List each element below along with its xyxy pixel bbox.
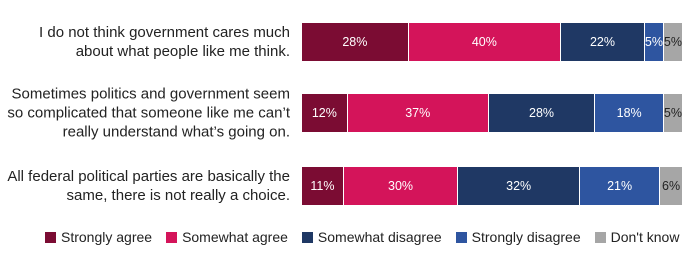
- bar-segment: 22%: [561, 23, 645, 61]
- bar-segment: 28%: [488, 94, 596, 132]
- legend-swatch: [455, 231, 467, 243]
- bar-segment: 5%: [664, 94, 683, 132]
- legend-swatch: [301, 231, 313, 243]
- legend-label: Somewhat agree: [182, 229, 288, 245]
- value-label: 18%: [616, 106, 642, 120]
- bar-segment: 30%: [343, 167, 459, 205]
- legend-item: Don't know: [594, 229, 680, 245]
- bar-segment: 32%: [458, 167, 581, 205]
- value-label: 11%: [310, 179, 335, 193]
- bar-segment: 5%: [664, 23, 683, 61]
- value-label: 22%: [589, 35, 615, 49]
- value-label: 5%: [663, 35, 682, 49]
- value-label: 12%: [311, 106, 337, 120]
- bar-segment: 12%: [302, 94, 348, 132]
- legend-swatch: [45, 231, 56, 243]
- value-label: 32%: [506, 179, 532, 193]
- category-label: All federal political parties are basica…: [7, 168, 290, 204]
- legend-item: Somewhat agree: [166, 229, 288, 245]
- bar-segment: 18%: [595, 94, 664, 132]
- category-label: Sometimes politics and government seem s…: [7, 85, 290, 141]
- legend-swatch: [166, 231, 178, 243]
- legend-label: Somewhat disagree: [317, 229, 442, 245]
- value-label: 28%: [342, 35, 368, 49]
- legend-label: Don't know: [610, 229, 680, 245]
- legend-swatch: [594, 231, 606, 243]
- legend-label: Strongly agree: [61, 229, 153, 245]
- legend-item: Strongly disagree: [455, 229, 581, 245]
- value-label: 6%: [662, 179, 681, 193]
- bar-segment: 11%: [302, 167, 344, 205]
- value-label: 40%: [471, 35, 497, 49]
- value-label: 21%: [607, 179, 633, 193]
- value-label: 5%: [663, 106, 682, 120]
- legend-item: Strongly agree: [45, 229, 152, 245]
- bar-segment: 5%: [645, 23, 664, 61]
- bar-segment: 37%: [347, 94, 489, 132]
- bar-segment: 6%: [660, 167, 683, 205]
- category-label: I do not think government cares much abo…: [39, 24, 290, 60]
- legend-label: Strongly disagree: [471, 229, 581, 245]
- bar-segment: 40%: [408, 23, 562, 61]
- value-label: 5%: [644, 35, 663, 49]
- bar-segment: 28%: [302, 23, 409, 61]
- value-label: 28%: [529, 106, 555, 120]
- legend: Strongly agree Somewhat agree Somewhat dis…: [45, 229, 679, 245]
- legend-item: Somewhat disagree: [301, 229, 442, 245]
- value-label: 37%: [405, 106, 431, 120]
- value-label: 30%: [388, 179, 414, 193]
- bar-segment: 21%: [580, 167, 661, 205]
